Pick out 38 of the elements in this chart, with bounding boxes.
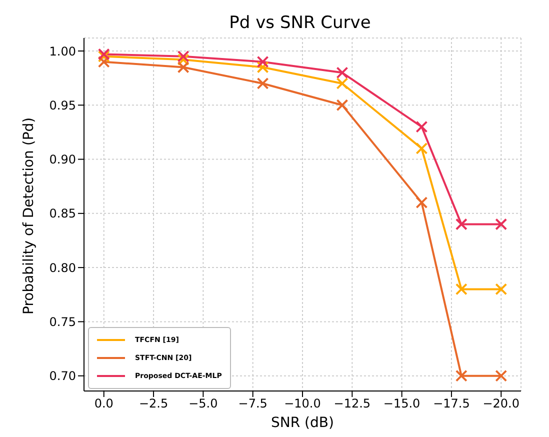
point	[455, 370, 468, 382]
point	[495, 370, 508, 382]
y-tick-label: 0.85	[49, 206, 76, 221]
point	[256, 61, 269, 74]
x-tick-label: −20.0	[482, 396, 520, 411]
y-tick-label: 0.95	[49, 98, 76, 112]
point	[416, 120, 428, 133]
point	[495, 218, 508, 230]
x-tick-label: −10.0	[284, 396, 321, 411]
x-tick-label: −5.0	[188, 396, 218, 411]
y-tick-label: 0.90	[49, 152, 76, 167]
x-tick-label: −15.0	[383, 396, 420, 411]
chart-title: Pd vs SNR Curve	[229, 13, 371, 33]
point	[416, 196, 428, 209]
x-tick-label: 0.0	[94, 396, 114, 411]
x-tick-label: −12.5	[334, 396, 371, 411]
y-tick-label: 1.00	[49, 44, 76, 58]
point	[336, 99, 348, 112]
point	[336, 66, 348, 79]
x-tick-label: −7.5	[238, 396, 268, 411]
x-tick-label: −2.5	[138, 396, 168, 411]
point	[455, 218, 468, 230]
point	[455, 283, 468, 296]
point	[336, 77, 348, 90]
x-axis-title: SNR (dB)	[271, 415, 334, 431]
point	[416, 142, 428, 154]
point	[256, 77, 269, 90]
point	[98, 56, 110, 68]
x-tick-label: −17.5	[433, 396, 470, 411]
point	[177, 61, 190, 74]
point	[177, 50, 190, 62]
y-tick-label: 0.80	[49, 260, 76, 275]
y-tick-label: 0.75	[49, 314, 76, 329]
point	[256, 56, 269, 68]
point	[177, 54, 190, 66]
y-tick-label: 0.70	[49, 369, 76, 384]
y-axis-title: Probability of Detection (Pd)	[20, 117, 37, 314]
point	[495, 283, 508, 296]
